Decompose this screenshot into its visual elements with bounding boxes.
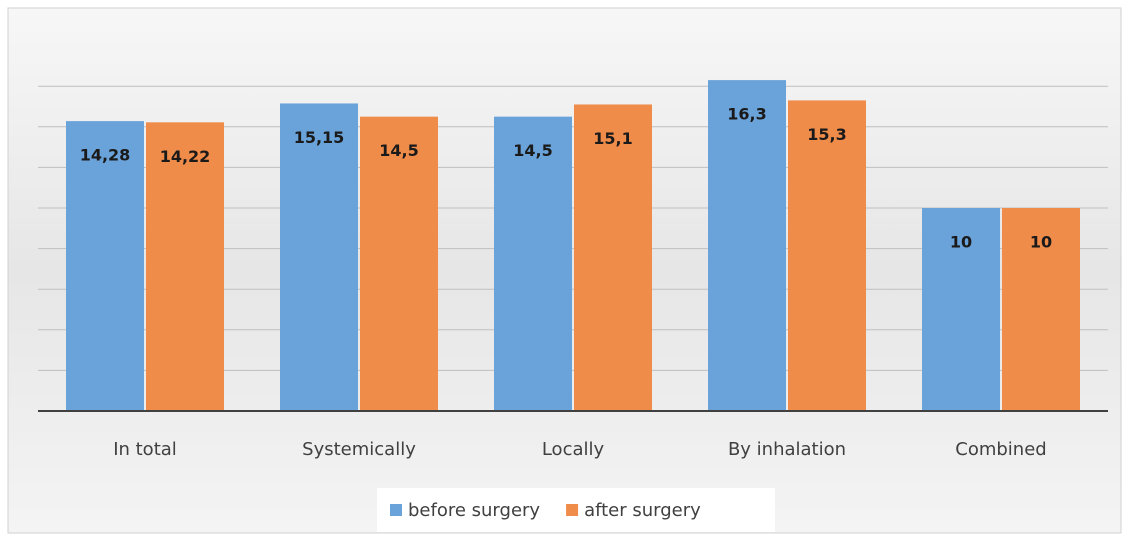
data-label: 10 bbox=[1030, 233, 1052, 252]
x-tick-label: Systemically bbox=[302, 439, 416, 460]
bar bbox=[574, 104, 652, 411]
bar bbox=[280, 103, 358, 411]
data-label: 14,28 bbox=[80, 146, 131, 165]
data-label: 15,3 bbox=[807, 125, 846, 144]
data-label: 14,5 bbox=[513, 141, 552, 160]
data-label: 10 bbox=[950, 233, 972, 252]
bar bbox=[494, 116, 572, 412]
legend: before surgery after surgery bbox=[377, 488, 775, 532]
bar bbox=[146, 122, 224, 412]
bar bbox=[788, 100, 866, 411]
bar bbox=[66, 121, 144, 411]
data-label: 14,5 bbox=[379, 141, 418, 160]
data-label: 14,22 bbox=[160, 147, 211, 166]
legend-swatch bbox=[390, 504, 402, 516]
x-tick-label: Combined bbox=[955, 439, 1046, 460]
bar bbox=[708, 80, 786, 412]
data-label: 16,3 bbox=[727, 105, 766, 124]
legend-swatch bbox=[566, 504, 579, 516]
bar bbox=[1002, 208, 1080, 411]
data-label: 15,15 bbox=[294, 128, 345, 147]
x-tick-label: In total bbox=[113, 439, 177, 460]
legend-label: before surgery bbox=[408, 500, 540, 521]
x-tick-label: By inhalation bbox=[728, 439, 846, 460]
bar bbox=[922, 208, 1000, 411]
data-label: 15,1 bbox=[593, 129, 632, 148]
bar bbox=[360, 116, 438, 412]
x-tick-label: Locally bbox=[542, 439, 605, 460]
legend-label: after surgery bbox=[584, 500, 701, 521]
